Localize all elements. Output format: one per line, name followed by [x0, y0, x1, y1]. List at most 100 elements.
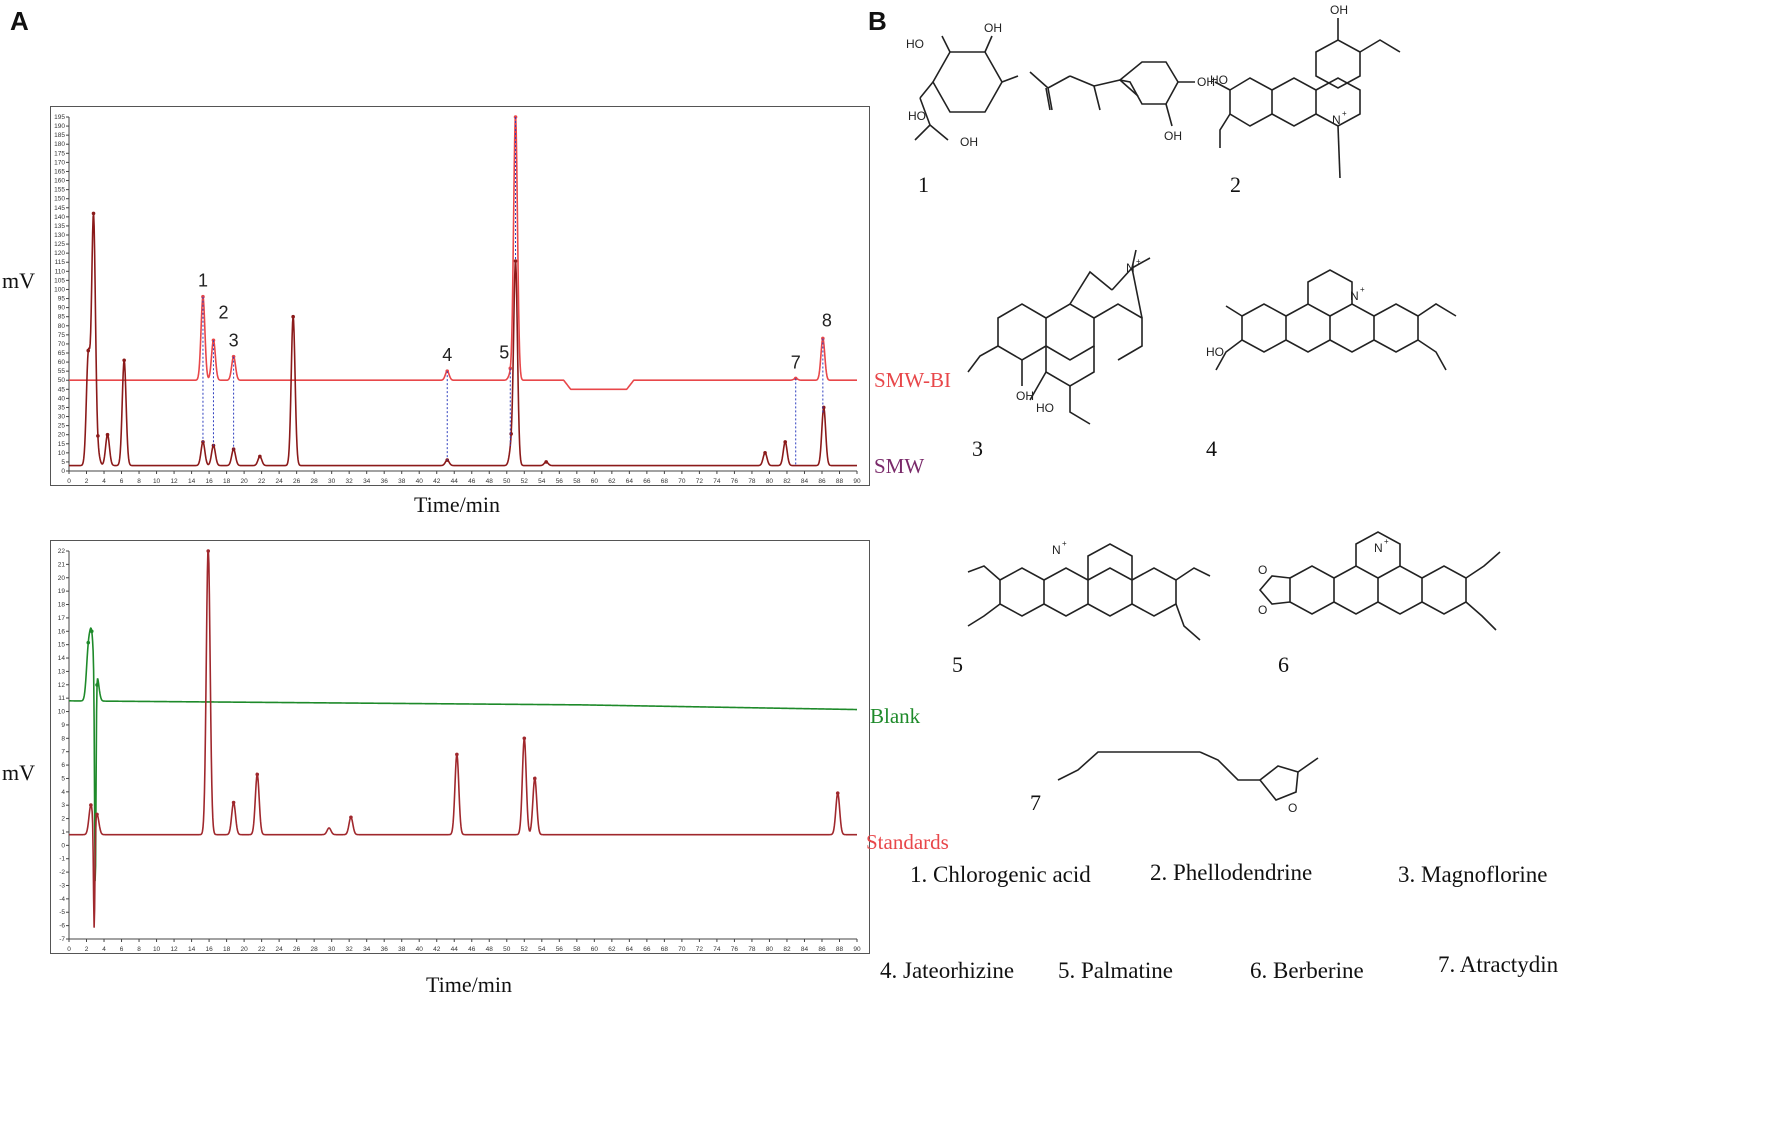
s5-charge: +	[1062, 539, 1067, 548]
chromatogram-top: 0 2 4 6 8 10 12 14 16 18 20 22 24 26 28 30 32 34 36 38 40 42 4…	[50, 61, 870, 486]
y-tick-label: 195	[54, 114, 65, 121]
y-tick-label: 150	[54, 196, 65, 203]
peak-marker	[201, 440, 205, 444]
x-tick-label: 88	[836, 946, 844, 953]
y-tick-label: 13	[58, 668, 66, 675]
x-tick-label: 32	[346, 946, 354, 953]
y-tick-label: 19	[58, 588, 66, 595]
x-tick-label: 2	[85, 946, 89, 953]
x-tick-label: 72	[696, 946, 704, 953]
structure-4-jateorhizine	[1215, 269, 1457, 371]
y-tick-label: 5	[61, 459, 65, 466]
peak-marker	[96, 434, 100, 438]
y-tick-label: 145	[54, 205, 65, 212]
structure-3-magnoflorine	[967, 249, 1151, 425]
peak-marker	[522, 736, 527, 741]
x-tick-label: 58	[573, 478, 581, 485]
structure-number-6: 6	[1278, 652, 1289, 677]
x-tick-label: 84	[801, 478, 809, 485]
x-tick-label: 28	[311, 478, 319, 485]
x-tick-label: 66	[643, 946, 651, 953]
peak-label-4: 4	[442, 345, 452, 365]
x-tick-label: 46	[468, 478, 476, 485]
y-tick-label: 175	[54, 150, 65, 157]
y-tick-label: 35	[58, 404, 66, 411]
peak-label-7: 7	[791, 352, 801, 372]
x-tick-label: 36	[381, 478, 389, 485]
x-tick-label: 90	[853, 946, 861, 953]
x-tick-label: 6	[120, 946, 124, 953]
y-tick-label: 80	[58, 323, 66, 330]
x-tick-label: 64	[626, 478, 634, 485]
x-tick-label: 86	[818, 478, 826, 485]
peak-marker	[255, 772, 260, 777]
y-tick-label: 110	[55, 268, 66, 275]
y-tick-label: 65	[58, 350, 66, 357]
x-tick-label: 4	[102, 946, 106, 953]
peak-marker	[231, 800, 236, 805]
s1-atom-ho-bottom: HO	[908, 109, 926, 123]
x-tick-label: 86	[818, 946, 826, 953]
s2-atom-ho: HO	[1210, 73, 1228, 87]
x-tick-label: 28	[311, 946, 319, 953]
s5-atom-n: N	[1052, 543, 1061, 557]
x-tick-label: 64	[626, 946, 634, 953]
legend-blank: Blank	[870, 704, 921, 728]
x-tick-label: 26	[293, 478, 301, 485]
y-tick-label: 180	[54, 141, 65, 148]
compound-1-name: 1. Chlorogenic acid	[910, 862, 1091, 887]
series-line-blank	[69, 627, 857, 882]
x-tick-label: 80	[766, 946, 774, 953]
y-tick-label: 50	[58, 377, 66, 384]
y-tick-label: 20	[58, 575, 66, 582]
y-tick-label: 115	[55, 259, 66, 266]
s7-atom-o: O	[1288, 801, 1297, 815]
y-tick-label: 8	[61, 735, 65, 742]
peak-marker	[86, 348, 91, 353]
y-tick-label: 3	[61, 802, 65, 809]
y-tick-label: 0	[61, 468, 65, 475]
x-tick-label: 68	[661, 946, 669, 953]
y-tick-label: 10	[58, 709, 66, 716]
x-tick-label: 58	[573, 946, 581, 953]
y-tick-label: 120	[54, 250, 65, 257]
x-tick-label: 82	[783, 946, 791, 953]
s1-atom-oh-top: OH	[984, 21, 1002, 35]
x-tick-label: 26	[293, 946, 301, 953]
y-tick-label: 12	[58, 682, 66, 689]
s2-atom-n: N	[1332, 113, 1341, 127]
series-line-smw-bi	[69, 116, 857, 391]
y-tick-label: 45	[58, 386, 66, 393]
peak-marker	[349, 815, 353, 820]
structure-number-5: 5	[952, 652, 963, 677]
y-tick-label: 140	[54, 214, 65, 221]
peak-marker	[122, 358, 126, 363]
y-tick-label: 85	[58, 314, 66, 321]
y-tick-label: 9	[61, 722, 65, 729]
x-tick-label: 18	[223, 946, 231, 953]
structure-number-3: 3	[972, 436, 983, 461]
y-tick-label: -3	[59, 882, 65, 889]
x-tick-label: 6	[120, 478, 124, 485]
x-tick-label: 78	[748, 946, 756, 953]
y-tick-label: 16	[58, 628, 66, 635]
y-tick-label: 40	[58, 395, 66, 402]
panel-letter-a: A	[10, 6, 29, 36]
y-tick-label: 20	[58, 432, 66, 439]
structure-5-palmatine	[967, 543, 1211, 641]
s1-atom-oh-acid: OH	[960, 135, 978, 149]
y-tick-label: 7	[61, 749, 65, 756]
legend-smw: SMW	[874, 454, 925, 478]
x-tick-label: 8	[137, 478, 141, 485]
peak-marker	[835, 791, 840, 795]
s2-charge: +	[1342, 109, 1347, 118]
x-tick-label: 56	[556, 478, 564, 485]
y-tick-label: 15	[58, 441, 66, 448]
x-tick-label: 44	[451, 478, 459, 485]
peak-marker	[86, 640, 91, 645]
peak-marker	[206, 549, 211, 553]
y-tick-label: 11	[58, 695, 65, 702]
y-tick-label: 75	[58, 332, 66, 339]
y-tick-label: -4	[59, 896, 65, 903]
y-tick-label: 90	[58, 305, 66, 312]
